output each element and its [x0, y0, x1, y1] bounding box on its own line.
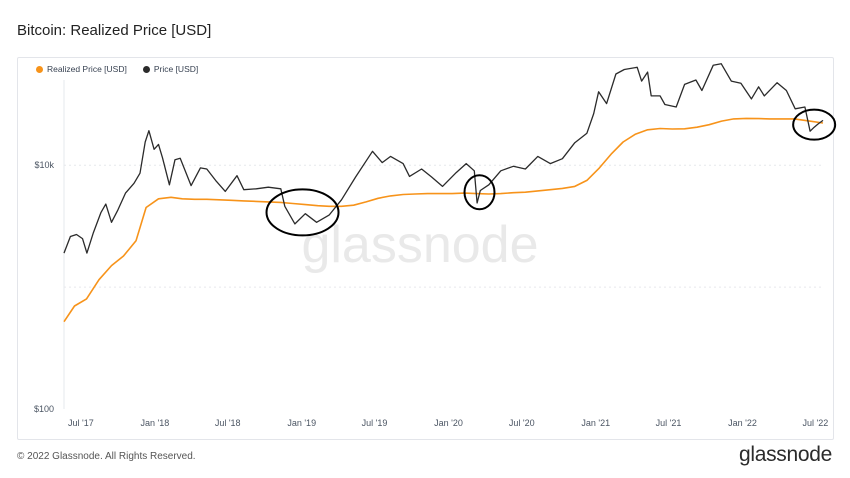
- x-tick-label-5: Jan '20: [434, 418, 463, 428]
- copyright-footer: © 2022 Glassnode. All Rights Reserved.: [17, 451, 196, 462]
- x-tick-label-8: Jul '21: [656, 418, 682, 428]
- x-axis: Jul '17 Jan '18 Jul '18 Jan '19 Jul '19 Jan '…: [68, 418, 828, 428]
- x-tick-label-2: Jul '18: [215, 418, 241, 428]
- legend-swatch-realized-price: [36, 65, 43, 73]
- annotation-layer: [265, 108, 837, 237]
- series-layer: [63, 63, 824, 323]
- annotation-ellipse-0: [265, 188, 340, 237]
- y-tick-label-0: $100: [34, 404, 54, 414]
- x-tick-label-0: Jul '17: [68, 418, 94, 428]
- series-line-price[interactable]: [63, 63, 824, 254]
- x-tick-label-4: Jul '19: [362, 418, 388, 428]
- chart-panel: [17, 57, 834, 440]
- legend-label-price: Price [USD]: [153, 64, 199, 74]
- x-tick-label-1: Jan '18: [141, 418, 170, 428]
- x-tick-label-10: Jul '22: [802, 418, 828, 428]
- brand-logo: glassnode: [738, 443, 832, 466]
- series-line-realized-price[interactable]: [63, 117, 824, 323]
- annotation-ellipse-1: [463, 174, 496, 211]
- x-tick-label-7: Jan '21: [581, 418, 610, 428]
- chart-legend: Realized Price [USD] Price [USD]: [36, 64, 198, 74]
- legend-item-realized-price[interactable]: Realized Price [USD]: [36, 64, 127, 74]
- legend-label-realized-price: Realized Price [USD]: [47, 64, 127, 74]
- watermark-text: glassnode: [301, 216, 538, 274]
- y-tick-label-1: $10k: [34, 160, 54, 170]
- grid-layer: [63, 80, 823, 409]
- annotation-ellipse-2: [792, 108, 837, 141]
- legend-swatch-price: [142, 65, 150, 73]
- legend-item-price[interactable]: Price [USD]: [142, 64, 199, 74]
- x-tick-label-9: Jan '22: [728, 418, 757, 428]
- x-tick-label-3: Jan '19: [287, 418, 316, 428]
- chart-title: Bitcoin: Realized Price [USD]: [17, 22, 212, 39]
- y-axis: $100 $10k: [34, 160, 55, 414]
- x-tick-label-6: Jul '20: [509, 418, 535, 428]
